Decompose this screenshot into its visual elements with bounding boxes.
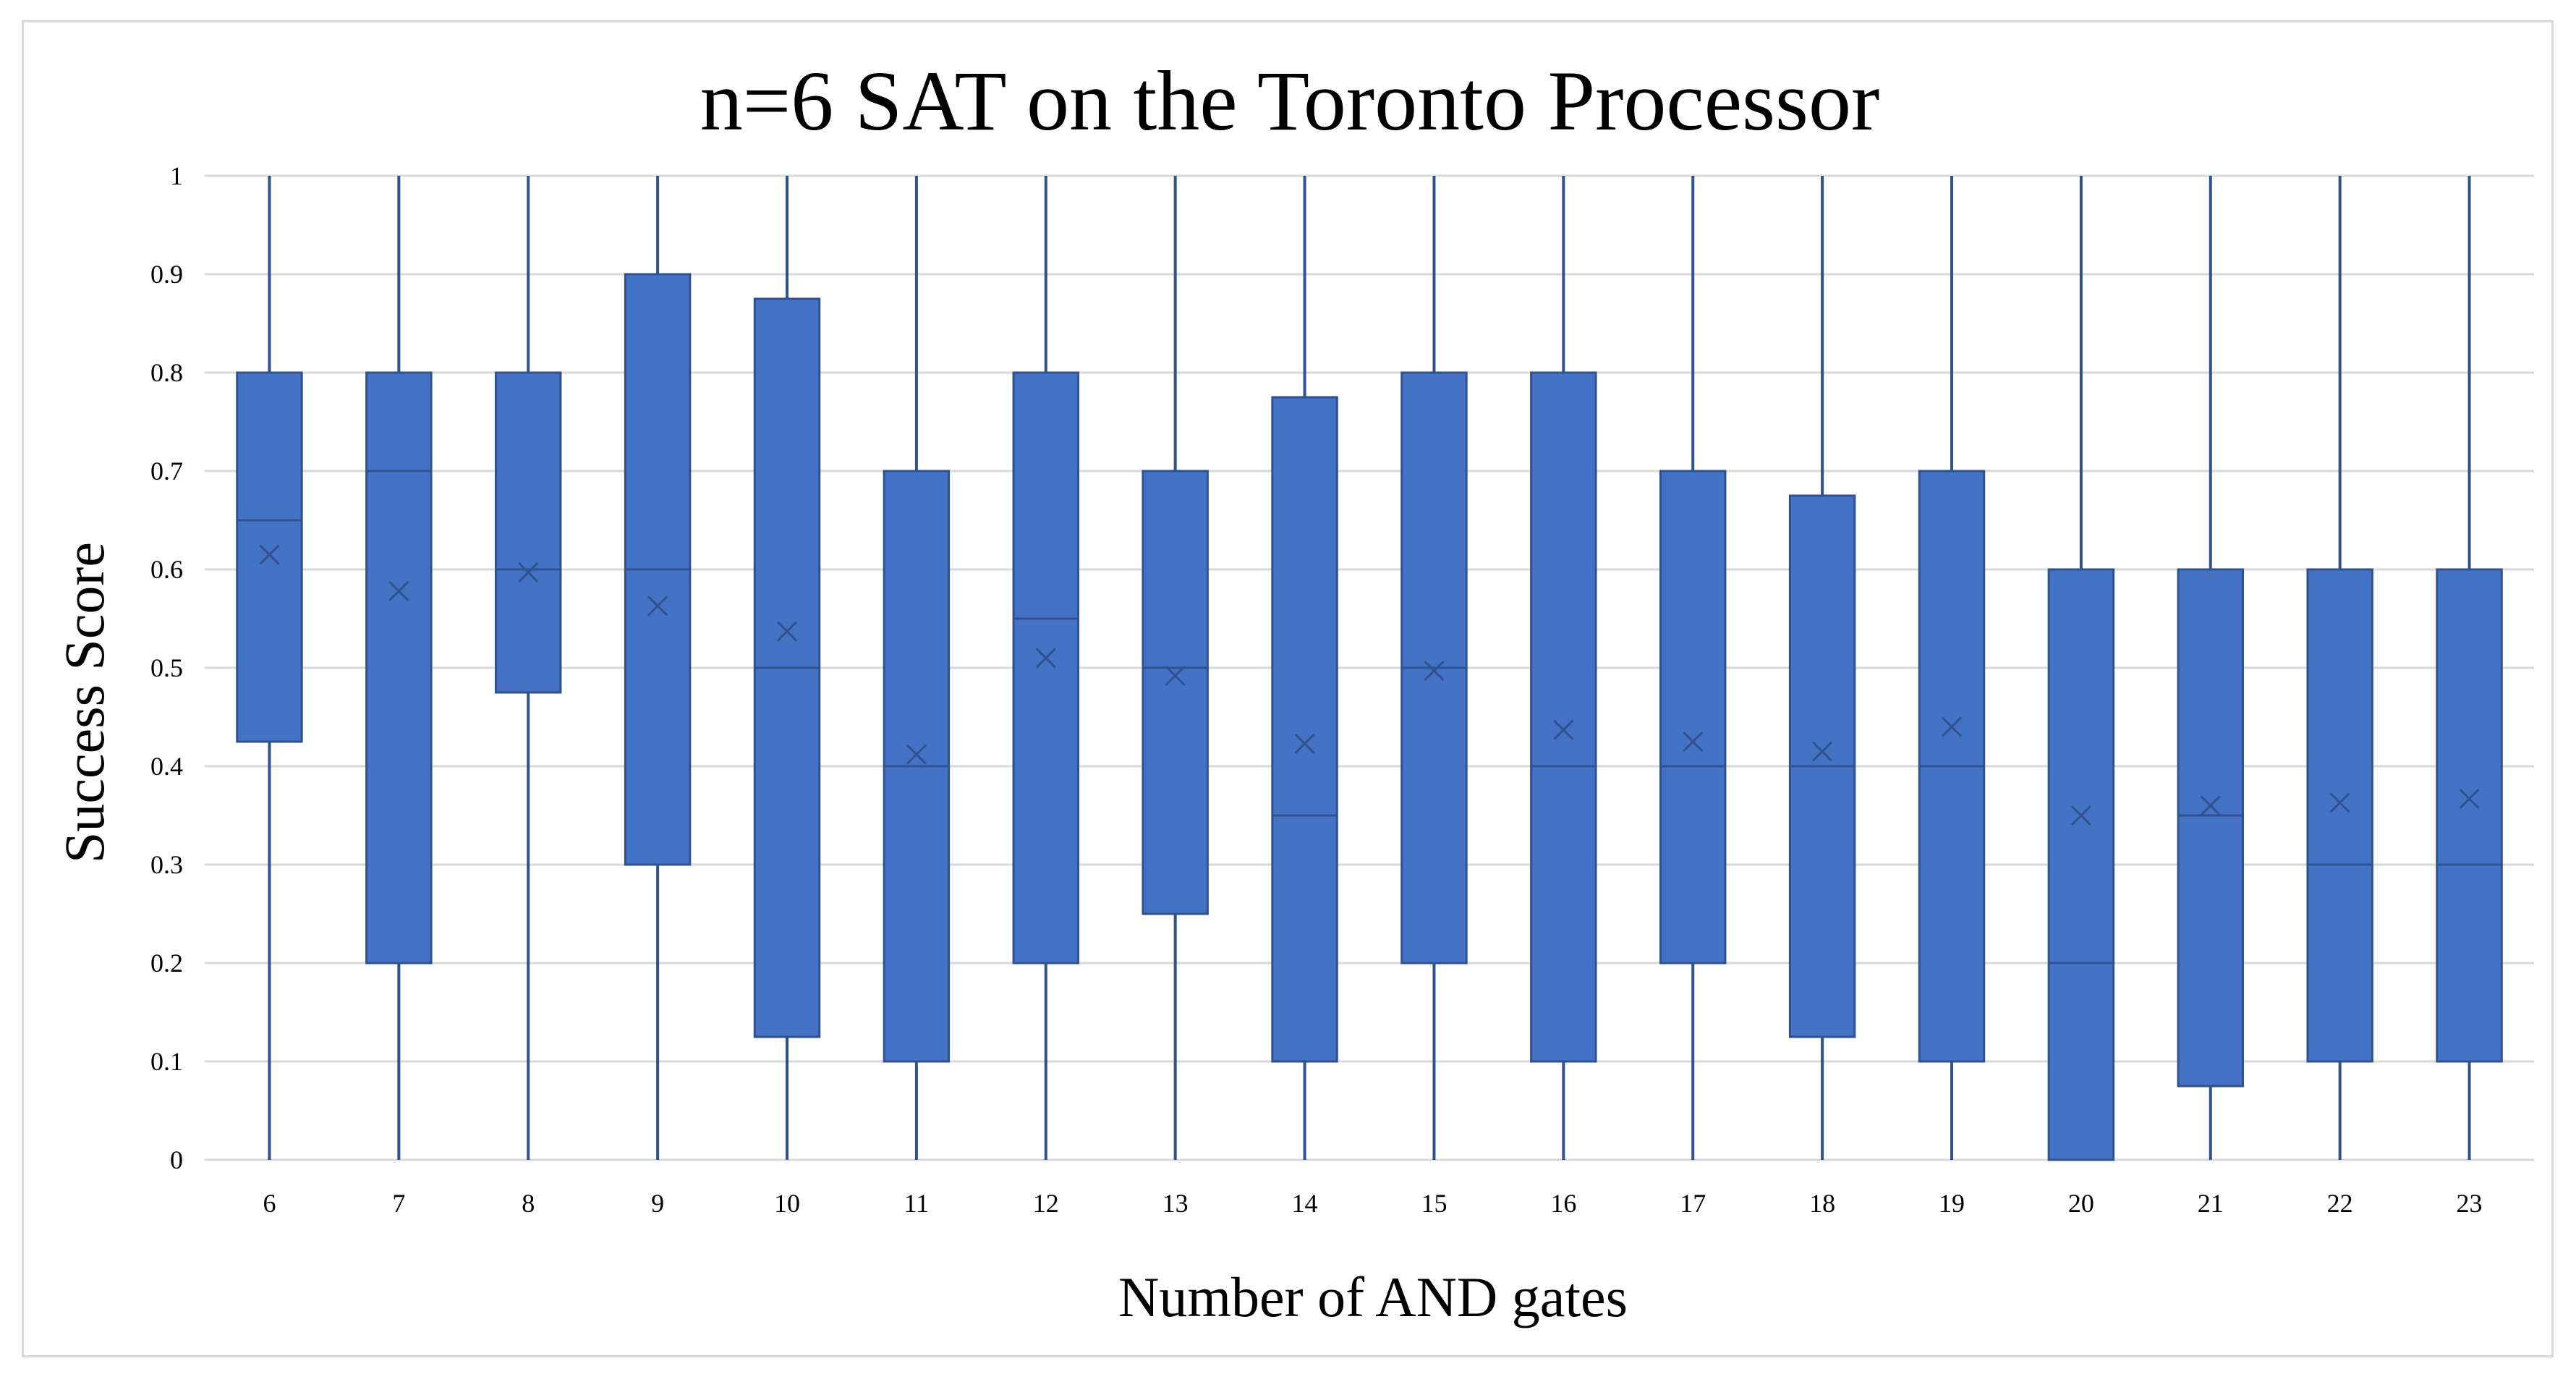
mean-marker (2329, 792, 2350, 813)
box-8 (495, 176, 562, 1160)
x-tick-label: 16 (1550, 1189, 1576, 1218)
mean-marker (259, 544, 280, 565)
x-axis-ticks: 6 7 8 9 10 11 12 13 14 15 16 17 18 19 20 21 22 23 (263, 1189, 2482, 1218)
box-12 (1012, 176, 1079, 1160)
mean-marker (518, 562, 539, 583)
mean-marker (2459, 788, 2480, 809)
x-tick-label: 23 (2457, 1189, 2483, 1218)
mean-marker (647, 595, 668, 616)
mean-marker (906, 744, 927, 765)
box-11 (883, 176, 951, 1160)
mean-marker (1812, 741, 1833, 762)
x-tick-label: 13 (1162, 1189, 1189, 1218)
box-7 (365, 176, 433, 1160)
box-14 (1271, 176, 1338, 1160)
mean-marker (1553, 719, 1574, 740)
box-9 (624, 176, 692, 1160)
y-tick-label: 0.2 (150, 949, 183, 978)
y-tick-label: 0.6 (150, 555, 183, 584)
y-tick-label: 0.4 (150, 752, 183, 781)
box-10 (753, 176, 821, 1160)
box-plot-chart: n=6 SAT on the Toronto Processor 0 0.1 0.2… (53, 54, 2534, 1328)
x-tick-label: 22 (2327, 1189, 2353, 1218)
x-tick-label: 12 (1033, 1189, 1059, 1218)
mean-marker (776, 621, 798, 642)
y-tick-label: 0.5 (150, 653, 183, 682)
x-tick-label: 14 (1292, 1189, 1318, 1218)
x-tick-label: 10 (774, 1189, 800, 1218)
chart-title: n=6 SAT on the Toronto Processor (700, 54, 1880, 148)
box-series (236, 176, 2503, 1161)
box-16 (1530, 176, 1597, 1160)
gridlines (205, 174, 2534, 1161)
x-tick-label: 11 (904, 1189, 930, 1218)
chart-frame: n=6 SAT on the Toronto Processor 0 0.1 0.2… (22, 20, 2554, 1357)
iqr-box (2306, 568, 2373, 1063)
iqr-box (236, 371, 303, 743)
box-15 (1400, 176, 1468, 1160)
x-tick-label: 21 (2198, 1189, 2224, 1218)
iqr-box (365, 371, 433, 965)
y-axis-ticks: 0 0.1 0.2 0.3 0.4 0.5 0.6 0.7 0.8 0.9 1 (150, 161, 183, 1174)
y-tick-label: 0.7 (150, 457, 183, 486)
box-6 (236, 176, 303, 1160)
x-tick-label: 17 (1680, 1189, 1706, 1218)
mean-marker (2070, 805, 2091, 826)
iqr-box (1530, 371, 1597, 1063)
mean-marker (1941, 716, 1963, 737)
mean-marker (2200, 795, 2221, 816)
x-tick-label: 6 (263, 1189, 276, 1218)
mean-marker (1035, 648, 1056, 669)
box-20 (2047, 176, 2115, 1161)
mean-marker (1683, 731, 1704, 753)
iqr-box (1659, 470, 1727, 965)
mean-marker (388, 580, 409, 601)
y-tick-label: 0.1 (150, 1047, 183, 1076)
iqr-box (2177, 568, 2245, 1088)
x-tick-label: 8 (522, 1189, 535, 1218)
y-tick-label: 0 (170, 1145, 183, 1174)
iqr-box (2436, 568, 2503, 1063)
y-tick-label: 0.8 (150, 358, 183, 387)
iqr-box (2047, 568, 2115, 1161)
box-23 (2436, 176, 2503, 1160)
mean-marker (1424, 661, 1445, 682)
iqr-box (1271, 396, 1338, 1063)
mean-marker (1294, 733, 1315, 754)
x-tick-label: 18 (1809, 1189, 1835, 1218)
box-22 (2306, 176, 2373, 1160)
x-tick-label: 19 (1939, 1189, 1965, 1218)
iqr-box (1142, 470, 1209, 915)
iqr-box (495, 371, 562, 694)
y-tick-label: 0.9 (150, 260, 183, 289)
y-axis-title: Success Score (53, 542, 116, 863)
x-tick-label: 9 (651, 1189, 664, 1218)
x-tick-label: 15 (1421, 1189, 1447, 1218)
box-18 (1788, 176, 1856, 1160)
mean-marker (1165, 665, 1186, 686)
y-tick-label: 0.3 (150, 850, 183, 879)
iqr-box (1012, 371, 1079, 965)
box-17 (1659, 176, 1727, 1160)
x-axis-title: Number of AND gates (1118, 1266, 1628, 1328)
y-tick-label: 1 (170, 161, 183, 190)
x-tick-label: 7 (392, 1189, 405, 1218)
box-21 (2177, 176, 2245, 1160)
x-tick-label: 20 (2068, 1189, 2094, 1218)
box-19 (1918, 176, 1986, 1160)
box-13 (1142, 176, 1209, 1160)
